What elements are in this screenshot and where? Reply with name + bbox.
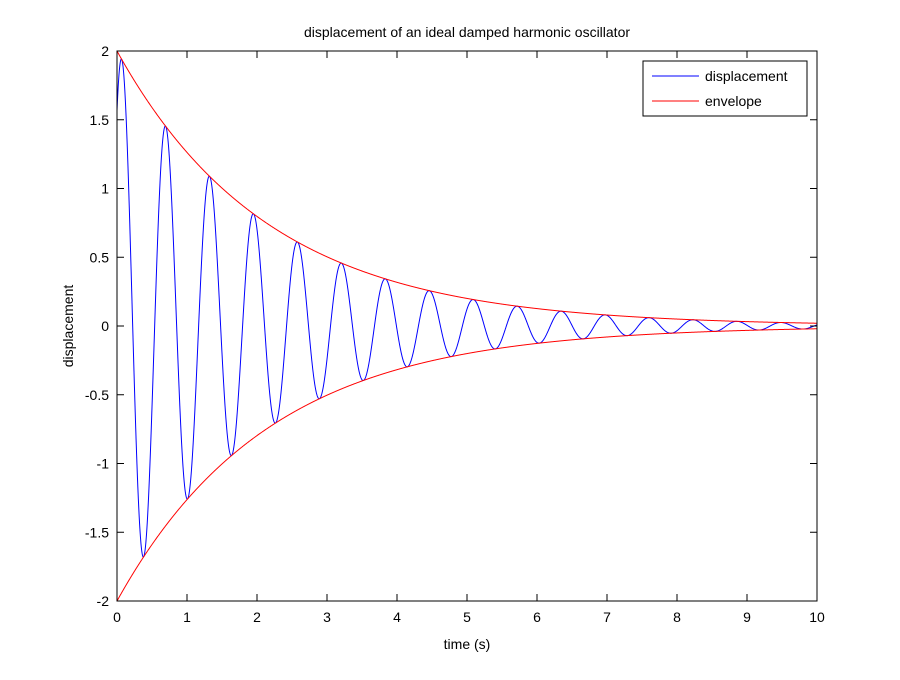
legend-box — [642, 60, 808, 117]
x-tick-label: 4 — [393, 609, 401, 625]
x-axis-title: time (s) — [444, 636, 491, 652]
chart-title: displacement of an ideal damped harmonic… — [304, 24, 630, 40]
axis-ticks: 0 1 2 3 4 5 6 7 8 9 10 -2 -1.5 -1 -0.5 0 0.5 1 1.5 2 — [85, 43, 825, 625]
series-line-envelope-lower — [116, 328, 818, 602]
legend-label-envelope: envelope — [705, 93, 762, 109]
series-line-displacement — [116, 58, 818, 558]
y-axis-title: displacement — [60, 285, 76, 368]
y-tick-label: 2 — [101, 43, 109, 59]
x-tick-label: 2 — [253, 609, 261, 625]
legend: displacement envelope — [642, 60, 808, 117]
x-tick-label: 1 — [183, 609, 191, 625]
y-tick-label: 0.5 — [90, 249, 110, 265]
x-tick-label: 3 — [323, 609, 331, 625]
x-tick-label: 10 — [809, 609, 825, 625]
legend-label-displacement: displacement — [705, 68, 788, 84]
x-tick-label: 7 — [603, 609, 611, 625]
y-tick-label: 1 — [101, 181, 109, 197]
x-tick-label: 6 — [533, 609, 541, 625]
axes-frame — [116, 50, 818, 602]
y-tick-label: -0.5 — [85, 387, 109, 403]
series-line-envelope-upper — [116, 50, 818, 324]
plot-area — [116, 50, 818, 602]
x-tick-label: 0 — [113, 609, 121, 625]
y-tick-label: -1 — [97, 456, 110, 472]
x-tick-label: 9 — [743, 609, 751, 625]
y-tick-label: -1.5 — [85, 524, 109, 540]
y-tick-label: 1.5 — [90, 112, 110, 128]
x-tick-label: 8 — [673, 609, 681, 625]
y-tick-label: -2 — [97, 593, 110, 609]
x-tick-label: 5 — [463, 609, 471, 625]
y-tick-label: 0 — [101, 318, 109, 334]
